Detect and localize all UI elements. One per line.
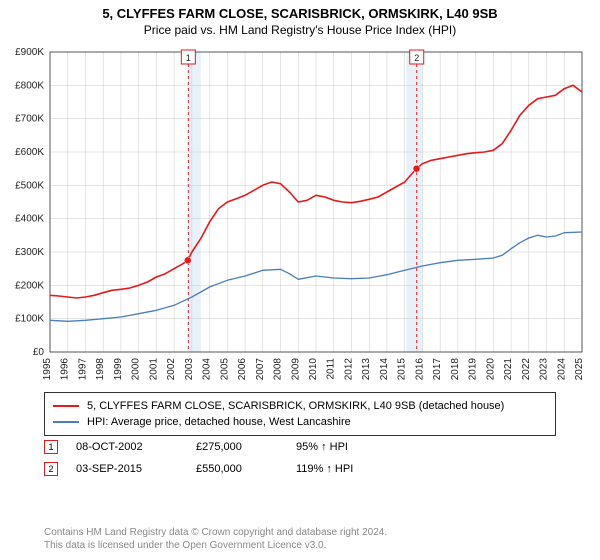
svg-text:2025: 2025 [574,358,585,381]
svg-text:2007: 2007 [255,358,266,381]
svg-text:£100K: £100K [15,314,44,325]
sale-date: 03-SEP-2015 [76,458,196,480]
sale-price: £550,000 [196,458,296,480]
svg-text:2013: 2013 [361,358,372,381]
svg-text:2004: 2004 [202,358,213,381]
svg-text:£0: £0 [33,347,45,358]
svg-text:1: 1 [186,53,191,63]
footer-line-2: This data is licensed under the Open Gov… [44,539,387,552]
svg-text:2003: 2003 [184,358,195,381]
sale-date: 08-OCT-2002 [76,436,196,458]
legend-label: 5, CLYFFES FARM CLOSE, SCARISBRICK, ORMS… [87,398,504,414]
legend-item: HPI: Average price, detached house, West… [53,414,547,430]
svg-text:2024: 2024 [556,358,567,381]
svg-text:£500K: £500K [15,180,44,191]
svg-text:£200K: £200K [15,280,44,291]
svg-text:£300K: £300K [15,247,44,258]
sale-marker-number: 1 [44,440,58,454]
svg-text:1999: 1999 [113,358,124,381]
svg-text:£400K: £400K [15,214,44,225]
svg-text:1997: 1997 [77,358,88,381]
svg-text:2009: 2009 [290,358,301,381]
svg-text:£800K: £800K [15,80,44,91]
svg-text:2012: 2012 [343,358,354,381]
svg-text:2023: 2023 [539,358,550,381]
chart-title-address: 5, CLYFFES FARM CLOSE, SCARISBRICK, ORMS… [0,6,600,21]
svg-text:2014: 2014 [379,358,390,381]
chart-title-sub: Price paid vs. HM Land Registry's House … [0,23,600,37]
svg-text:£600K: £600K [15,147,44,158]
svg-text:1996: 1996 [60,358,71,381]
svg-text:2018: 2018 [450,358,461,381]
sale-marker-row: 1 08-OCT-2002£275,00095% ↑ HPI [44,436,556,458]
svg-text:2022: 2022 [521,358,532,381]
sale-price: £275,000 [196,436,296,458]
svg-text:1998: 1998 [95,358,106,381]
sale-marker-number: 2 [44,462,58,476]
svg-text:2002: 2002 [166,358,177,381]
svg-text:2019: 2019 [468,358,479,381]
svg-text:£700K: £700K [15,114,44,125]
legend-swatch [53,421,79,423]
svg-text:2008: 2008 [273,358,284,381]
footer-attribution: Contains HM Land Registry data © Crown c… [44,526,387,552]
sale-vs-hpi: 119% ↑ HPI [296,458,416,480]
svg-text:2021: 2021 [503,358,514,381]
svg-text:2006: 2006 [237,358,248,381]
sale-vs-hpi: 95% ↑ HPI [296,436,416,458]
footer-line-1: Contains HM Land Registry data © Crown c… [44,526,387,539]
legend-swatch [53,405,79,407]
svg-text:2017: 2017 [432,358,443,381]
sale-markers: 1 08-OCT-2002£275,00095% ↑ HPI 2 03-SEP-201… [44,436,556,480]
legend: 5, CLYFFES FARM CLOSE, SCARISBRICK, ORMS… [44,392,556,436]
svg-text:£900K: £900K [15,47,44,58]
svg-text:2000: 2000 [131,358,142,381]
svg-text:2011: 2011 [326,358,337,380]
legend-label: HPI: Average price, detached house, West… [87,414,351,430]
svg-text:2005: 2005 [219,358,230,381]
svg-text:2010: 2010 [308,358,319,381]
legend-item: 5, CLYFFES FARM CLOSE, SCARISBRICK, ORMS… [53,398,547,414]
sale-marker-row: 2 03-SEP-2015£550,000119% ↑ HPI [44,458,556,480]
price-chart: £0 £100K £200K £300K £400K £500K £600K £700K £80… [6,46,594,384]
svg-text:1995: 1995 [42,358,53,381]
svg-text:2016: 2016 [414,358,425,381]
svg-text:2: 2 [414,53,419,63]
svg-text:2001: 2001 [148,358,159,381]
svg-text:2020: 2020 [485,358,496,381]
svg-text:2015: 2015 [397,358,408,381]
